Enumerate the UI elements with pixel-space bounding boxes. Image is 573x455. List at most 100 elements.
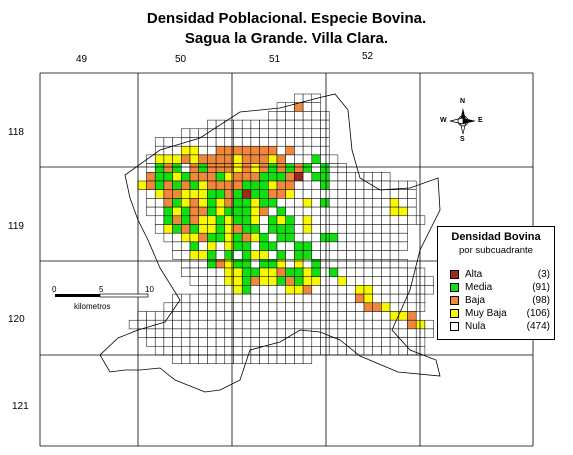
grid-cell bbox=[163, 154, 173, 164]
grid-cell bbox=[320, 163, 330, 173]
grid-cell bbox=[189, 267, 199, 277]
grid-cell bbox=[398, 215, 408, 225]
grid-cell bbox=[302, 224, 313, 234]
grid-cell bbox=[328, 172, 339, 182]
grid-cell bbox=[268, 198, 278, 208]
grid-cell bbox=[172, 215, 182, 225]
grid-cell bbox=[389, 250, 400, 260]
grid-cell bbox=[372, 206, 382, 217]
grid-cell bbox=[163, 337, 173, 347]
grid-cell bbox=[215, 311, 226, 321]
grid-cell bbox=[398, 241, 408, 251]
grid-cell bbox=[198, 206, 208, 217]
grid-cell bbox=[259, 285, 269, 295]
grid-cell bbox=[320, 241, 330, 251]
grid-cell bbox=[276, 319, 286, 330]
grid-cell bbox=[198, 180, 208, 190]
grid-cell bbox=[181, 346, 191, 356]
grid-cell bbox=[389, 206, 400, 217]
grid-cell bbox=[346, 198, 356, 208]
grid-cell bbox=[189, 250, 199, 260]
grid-label-left-121: 121 bbox=[12, 401, 29, 412]
scale-label-5: 5 bbox=[99, 285, 104, 294]
grid-cell bbox=[398, 302, 408, 312]
grid-cell bbox=[311, 163, 321, 173]
grid-cell bbox=[241, 128, 252, 138]
grid-cell bbox=[302, 293, 313, 304]
grid-cell bbox=[311, 293, 321, 304]
grid-cell bbox=[285, 224, 295, 234]
compass-w-label: W bbox=[440, 117, 447, 124]
grid-cell bbox=[259, 250, 269, 260]
grid-cell bbox=[381, 206, 391, 217]
grid-cell bbox=[285, 111, 295, 121]
grid-cell bbox=[276, 285, 286, 295]
grid-cell bbox=[189, 302, 199, 312]
grid-cell bbox=[346, 172, 356, 182]
grid-cell bbox=[328, 215, 339, 225]
grid-cell bbox=[346, 302, 356, 312]
grid-cell bbox=[311, 319, 321, 330]
grid-cell bbox=[241, 154, 252, 164]
grid-cell bbox=[181, 189, 191, 199]
grid-cell bbox=[285, 354, 295, 364]
grid-cell bbox=[398, 285, 408, 295]
grid-cell bbox=[172, 172, 182, 182]
grid-cell bbox=[398, 232, 408, 243]
grid-cell bbox=[241, 293, 252, 304]
grid-cell bbox=[198, 302, 208, 312]
grid-cell bbox=[241, 302, 252, 312]
legend-item-muy-baja: Muy Baja (106) bbox=[450, 308, 550, 320]
grid-cell bbox=[268, 119, 278, 130]
grid-cell bbox=[294, 215, 304, 225]
grid-cell bbox=[146, 180, 156, 190]
grid-cell bbox=[294, 346, 304, 356]
grid-cell bbox=[233, 319, 243, 330]
grid-cell bbox=[389, 267, 400, 277]
grid-cell bbox=[268, 276, 278, 286]
grid-cell bbox=[233, 267, 243, 277]
coastline bbox=[99, 93, 441, 393]
grid-cell bbox=[233, 311, 243, 321]
grid-cell bbox=[320, 276, 330, 286]
grid-cell bbox=[424, 285, 434, 295]
grid-cell bbox=[198, 198, 208, 208]
grid-cell bbox=[276, 180, 286, 190]
grid-cell bbox=[198, 154, 208, 164]
grid-cell bbox=[389, 293, 400, 304]
grid-cell bbox=[363, 241, 373, 251]
grid-cell bbox=[381, 224, 391, 234]
grid-cell bbox=[415, 328, 426, 338]
grid-cell bbox=[285, 198, 295, 208]
grid-cell bbox=[328, 346, 339, 356]
grid-cell bbox=[207, 328, 217, 338]
grid-cell bbox=[320, 337, 330, 347]
grid-cell bbox=[189, 154, 199, 164]
grid-cell bbox=[294, 311, 304, 321]
grid-cell bbox=[233, 232, 243, 243]
grid-cell bbox=[189, 346, 199, 356]
grid-cell bbox=[355, 206, 365, 217]
grid-cell bbox=[415, 293, 426, 304]
grid-cell bbox=[241, 224, 252, 234]
grid-cell bbox=[207, 180, 217, 190]
grid-cell bbox=[389, 346, 400, 356]
grid-cell bbox=[163, 224, 173, 234]
grid-cell bbox=[276, 206, 286, 217]
grid-cell bbox=[215, 232, 226, 243]
legend-item-baja: Baja (98) bbox=[450, 295, 550, 307]
grid-cell bbox=[337, 276, 347, 286]
grid-cell bbox=[268, 319, 278, 330]
grid-cell bbox=[311, 172, 321, 182]
grid-cell bbox=[198, 354, 208, 364]
grid-cell bbox=[207, 354, 217, 364]
grid-cell bbox=[268, 137, 278, 147]
grid-cell bbox=[389, 302, 400, 312]
grid-cell bbox=[372, 293, 382, 304]
grid-cell bbox=[302, 302, 313, 312]
grid-cell bbox=[268, 206, 278, 217]
grid-cell bbox=[363, 250, 373, 260]
grid-cell bbox=[302, 346, 313, 356]
grid-cell bbox=[172, 311, 182, 321]
grid-cell bbox=[389, 241, 400, 251]
